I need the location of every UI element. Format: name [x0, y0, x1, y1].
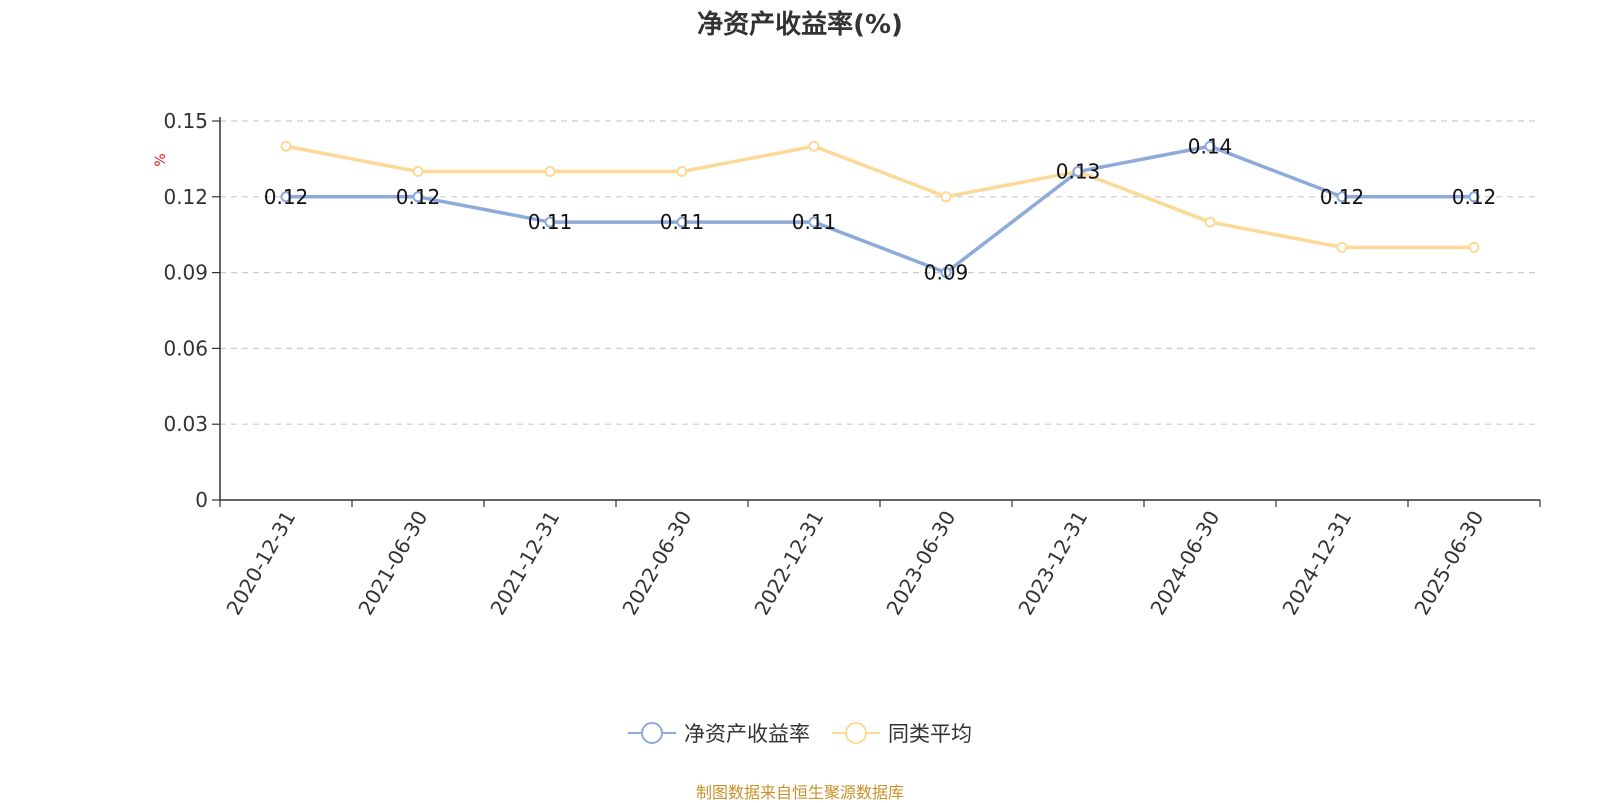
data-label: 0.13: [1056, 160, 1101, 184]
data-point: [940, 191, 952, 203]
data-point: [1336, 191, 1348, 203]
data-label: 0.12: [1320, 185, 1365, 209]
data-point: [1204, 216, 1216, 228]
data-label: 0.12: [264, 185, 309, 209]
data-label: 0.12: [1452, 185, 1497, 209]
legend-label: 净资产收益率: [684, 722, 810, 746]
y-tick-label: 0.15: [163, 109, 208, 133]
x-tick-label: 2024-06-30: [1145, 507, 1224, 620]
data-label: 0.11: [528, 210, 573, 234]
x-tick-label: 2022-06-30: [617, 507, 696, 620]
legend-item[interactable]: 同类平均: [832, 718, 972, 748]
y-tick-label: 0.06: [163, 336, 208, 360]
data-point: [676, 166, 688, 178]
x-tick-label: 2022-12-31: [749, 507, 828, 620]
data-point: [808, 216, 820, 228]
data-point: [1468, 191, 1480, 203]
data-point: [1336, 241, 1348, 253]
legend-label: 同类平均: [888, 722, 972, 746]
legend: 净资产收益率 同类平均: [0, 718, 1600, 748]
line-chart: 0 0.03 0.06 0.09 0.12 0.15 2020-12-31 2021-06-3…: [153, 109, 1541, 620]
x-tick-label: 2025-06-30: [1409, 507, 1488, 620]
legend-symbol-icon: [832, 722, 880, 744]
grid-lines: [220, 120, 1540, 425]
series-line: [285, 144, 1474, 250]
data-point: [544, 166, 556, 178]
data-label: 0.12: [396, 185, 441, 209]
data-point: [412, 166, 424, 178]
source-note: 制图数据来自恒生聚源数据库: [695, 783, 904, 802]
data-point: [940, 267, 952, 279]
data-point: [412, 191, 424, 203]
x-tick-label: 2021-06-30: [353, 507, 432, 620]
legend-symbol-icon: [628, 722, 676, 744]
y-tick-label: 0: [195, 488, 208, 512]
y-tick-label: 0.12: [163, 185, 208, 209]
y-tick-label: 0.09: [163, 261, 208, 285]
series-line: [286, 144, 1474, 275]
x-tick-label: 2023-06-30: [881, 507, 960, 620]
data-point: [280, 191, 292, 203]
y-axis-unit-label: %: [153, 153, 169, 166]
series-lines: [280, 140, 1480, 279]
data-label: 0.11: [660, 210, 705, 234]
x-tick-label: 2024-12-31: [1277, 507, 1356, 620]
x-tick-label: 2021-12-31: [485, 507, 564, 620]
x-tick-label: 2023-12-31: [1013, 507, 1092, 620]
data-point: [1072, 166, 1084, 178]
data-point: [1468, 241, 1480, 253]
y-tick-label: 0.03: [163, 412, 208, 436]
legend-item[interactable]: 净资产收益率: [628, 718, 810, 748]
data-point: [676, 216, 688, 228]
x-tick-label: 2020-12-31: [221, 507, 300, 620]
data-point: [544, 216, 556, 228]
data-label: 0.09: [924, 261, 969, 285]
data-point: [1204, 140, 1216, 152]
data-label: 0.14: [1188, 134, 1233, 158]
chart-title: 净资产收益率(%): [697, 10, 903, 40]
data-point: [808, 140, 820, 152]
data-labels: 0.12 0.12 0.11 0.11 0.11 0.09 0.13 0.14 0.12 0.12: [264, 134, 1497, 284]
data-point: [280, 140, 292, 152]
data-label: 0.11: [792, 210, 837, 234]
